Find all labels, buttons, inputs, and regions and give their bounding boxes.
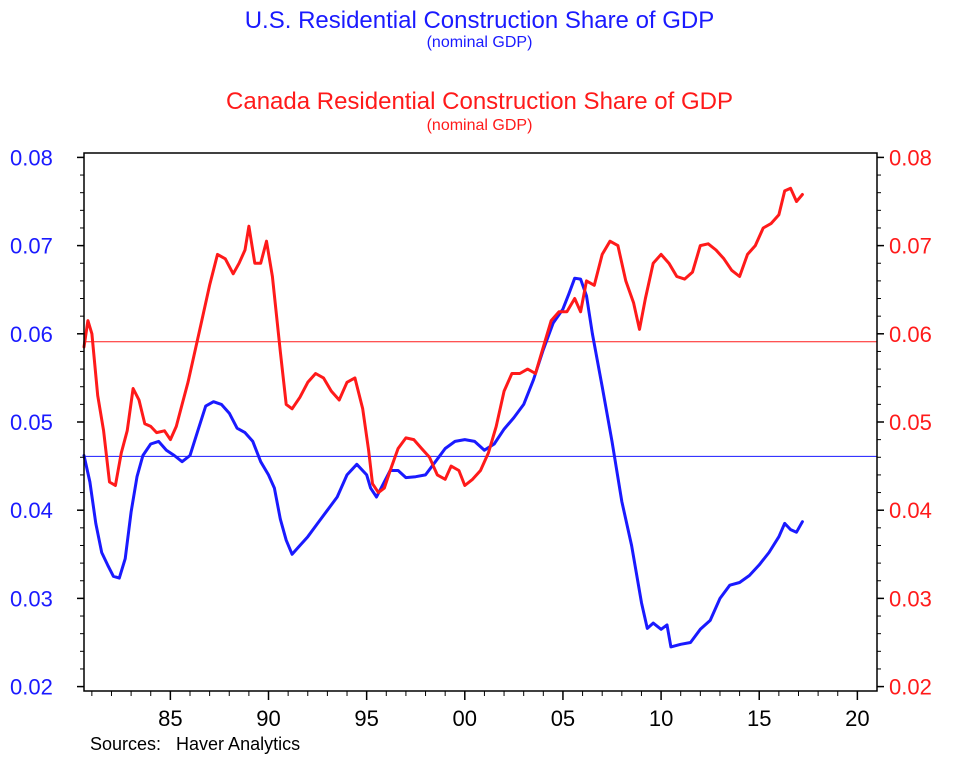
x-tick-label: 95 — [354, 706, 378, 731]
left-y-tick-label: 0.08 — [10, 145, 53, 170]
left-y-tick-label: 0.04 — [10, 498, 53, 523]
x-tick-label: 05 — [551, 706, 575, 731]
canada-chart-title: Canada Residential Construction Share of… — [226, 88, 733, 115]
left-y-tick-label: 0.05 — [10, 410, 53, 435]
right-y-axis: 0.02 0.03 0.04 0.05 0.06 0.07 0.08 — [877, 145, 932, 700]
x-tick-label: 90 — [256, 706, 280, 731]
canada-chart-subtitle: (nominal GDP) — [426, 117, 533, 134]
series-lines — [82, 186, 804, 649]
right-y-tick-label: 0.04 — [889, 498, 932, 523]
right-y-tick-label: 0.03 — [889, 586, 932, 611]
x-tick-label: 85 — [158, 706, 182, 731]
right-y-tick-label: 0.05 — [889, 410, 932, 435]
x-axis: 85 90 95 00 05 10 15 20 — [91, 691, 870, 731]
x-tick-label: 20 — [845, 706, 869, 731]
right-y-tick-label: 0.02 — [889, 675, 932, 700]
us-chart-title: U.S. Residential Construction Share of G… — [244, 7, 715, 34]
us-chart-subtitle: (nominal GDP) — [426, 34, 533, 51]
left-y-tick-label: 0.06 — [10, 322, 53, 347]
left-y-tick-label: 0.02 — [10, 675, 53, 700]
left-y-axis: 0.02 0.03 0.04 0.05 0.06 0.07 0.08 — [10, 145, 84, 700]
series-line-canada — [82, 186, 804, 495]
right-y-tick-label: 0.06 — [889, 322, 932, 347]
source-note: Sources: Haver Analytics — [90, 734, 301, 754]
series-line-us — [82, 276, 804, 649]
x-tick-label: 10 — [649, 706, 673, 731]
left-y-tick-label: 0.07 — [10, 234, 53, 259]
left-y-tick-label: 0.03 — [10, 586, 53, 611]
right-y-tick-label: 0.08 — [889, 145, 932, 170]
x-tick-label: 00 — [453, 706, 477, 731]
plot-frame — [83, 152, 878, 692]
reference-lines — [84, 341, 877, 457]
x-tick-label: 15 — [747, 706, 771, 731]
right-y-tick-label: 0.07 — [889, 234, 932, 259]
